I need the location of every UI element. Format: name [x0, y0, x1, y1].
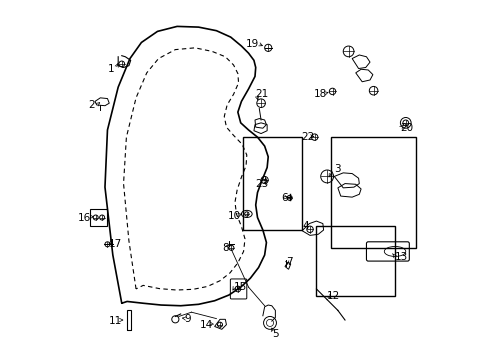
Text: 6: 6: [281, 193, 288, 203]
Text: 23: 23: [255, 179, 268, 189]
Text: 10: 10: [228, 211, 242, 221]
Text: 8: 8: [222, 243, 229, 253]
Text: 7: 7: [286, 257, 293, 267]
Text: 14: 14: [199, 320, 213, 330]
Bar: [317, 226, 395, 296]
Text: 3: 3: [334, 164, 341, 174]
Text: 9: 9: [184, 314, 191, 324]
Bar: [90, 210, 107, 226]
Text: 17: 17: [109, 239, 122, 249]
Bar: [243, 137, 302, 230]
Text: 20: 20: [400, 123, 414, 133]
Text: 11: 11: [108, 316, 122, 326]
Text: 5: 5: [272, 329, 278, 339]
Text: 4: 4: [303, 221, 309, 231]
Text: 1: 1: [108, 64, 115, 74]
Text: 19: 19: [246, 39, 259, 49]
Bar: [331, 137, 416, 248]
Text: 18: 18: [314, 89, 327, 99]
Text: 12: 12: [327, 291, 341, 301]
Text: 15: 15: [234, 282, 247, 292]
Bar: [127, 310, 131, 330]
Text: 2: 2: [88, 100, 95, 110]
Text: 21: 21: [256, 89, 269, 99]
Text: 22: 22: [301, 132, 315, 142]
Text: 13: 13: [395, 252, 408, 262]
Text: 16: 16: [78, 212, 92, 222]
